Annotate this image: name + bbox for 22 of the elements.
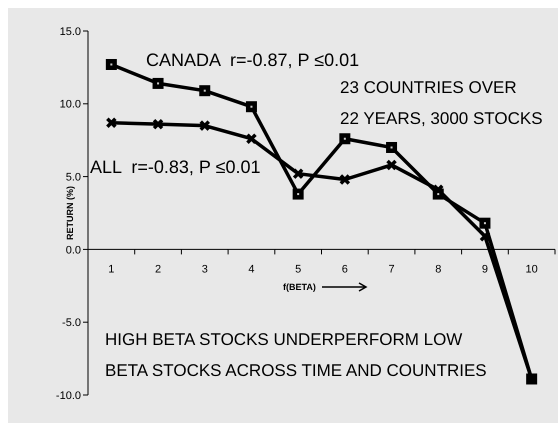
annotation: ALL r=-0.83, P ≤0.01 [90,156,260,179]
x-tick-label: 5 [295,263,302,276]
annotation: CANADA r=-0.87, P ≤0.01 [146,49,360,72]
y-axis-title: RETURN (%) [65,186,75,240]
x-tick-label: 4 [248,263,255,276]
y-tick-label: -10.0 [56,390,81,402]
x-axis-title: f(BETA) [283,282,316,292]
x-tick-label: 9 [482,263,488,276]
x-tick-label: 10 [526,263,538,276]
x-tick-label: 8 [435,263,442,276]
x-tick-label: 1 [108,263,114,276]
y-tick-label: 5.0 [66,172,81,184]
x-tick-label: 2 [154,263,162,276]
y-tick-label: -5.0 [62,317,81,330]
x-tick-label: 3 [202,263,208,276]
x-tick-label: 7 [388,263,395,276]
y-tick-label: 15.0 [60,26,81,38]
annotation: 23 COUNTRIES OVER 22 YEARS, 3000 STOCKS [340,77,543,130]
annotation: HIGH BETA STOCKS UNDERPERFORM LOW BETA STOCKS ACROSS TIME AND COUNTRIES [105,329,487,382]
y-tick-label: 0.0 [66,244,81,256]
x-tick-label: 6 [342,263,348,276]
y-tick-label: 10.0 [60,98,81,111]
